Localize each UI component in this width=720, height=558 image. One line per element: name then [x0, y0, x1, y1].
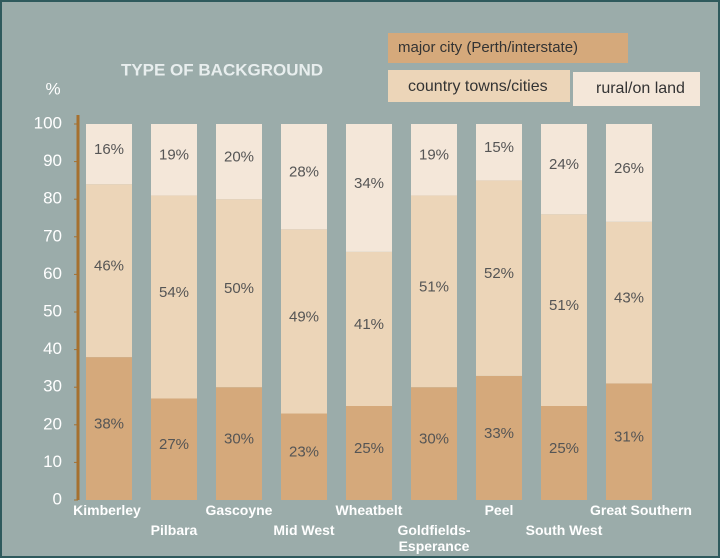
bar-segment — [281, 229, 327, 414]
bar-segment — [151, 124, 197, 196]
data-label: 25% — [549, 440, 579, 457]
legend-swatch — [388, 70, 570, 102]
x-tick-label: Peel — [484, 502, 514, 518]
data-label: 41% — [354, 316, 384, 333]
bar-segment — [216, 199, 262, 388]
y-tick-label: 10 — [43, 452, 62, 471]
bar-segment — [476, 124, 522, 181]
data-label: 19% — [419, 147, 449, 164]
bar-segment — [476, 180, 522, 376]
data-label: 34% — [354, 175, 384, 192]
data-label: 43% — [614, 290, 644, 307]
y-tick-label: 30 — [43, 377, 62, 396]
y-tick-label: 100 — [34, 113, 62, 132]
data-label: 28% — [289, 164, 319, 181]
data-label: 15% — [484, 139, 514, 156]
y-tick-label: 70 — [43, 226, 62, 245]
legend-swatch — [388, 33, 628, 63]
data-label: 30% — [224, 431, 254, 448]
data-label: 23% — [289, 444, 319, 461]
data-label: 20% — [224, 149, 254, 166]
y-tick-label: 80 — [43, 189, 62, 208]
bar-segment — [281, 124, 327, 230]
bar-segment — [541, 214, 587, 406]
x-tick-label: Kimberley — [73, 502, 141, 518]
bar-segment — [151, 398, 197, 500]
data-label: 46% — [94, 258, 124, 275]
bar-segment — [216, 387, 262, 500]
data-label: 16% — [94, 141, 124, 158]
data-label: 24% — [549, 156, 579, 173]
bar-segment — [411, 387, 457, 500]
data-label: 33% — [484, 425, 514, 442]
x-tick-label: Great Southern — [590, 502, 692, 518]
data-label: 38% — [94, 416, 124, 433]
data-label: 30% — [419, 431, 449, 448]
y-tick-label: 90 — [43, 151, 62, 170]
y-axis-label: % — [45, 79, 60, 98]
bar-segment — [151, 195, 197, 399]
bar-segment — [86, 357, 132, 500]
x-tick-label: South West — [525, 522, 603, 538]
data-label: 26% — [614, 160, 644, 177]
x-tick-label: Goldfields- Esperance — [397, 522, 471, 554]
data-label: 25% — [354, 440, 384, 457]
bar-segment — [86, 184, 132, 358]
data-label: 50% — [224, 280, 254, 297]
bar-segment — [346, 124, 392, 252]
data-label: 49% — [289, 308, 319, 325]
bar-segment — [281, 413, 327, 500]
x-tick-label: Wheatbelt — [335, 502, 403, 518]
x-tick-label: Pilbara — [150, 522, 198, 538]
y-tick-label: 0 — [53, 489, 62, 508]
bar-segment — [541, 124, 587, 215]
data-label: 52% — [484, 265, 514, 282]
data-label: 27% — [159, 436, 189, 453]
y-tick-label: 20 — [43, 414, 62, 433]
data-label: 51% — [419, 278, 449, 295]
data-label: 19% — [159, 147, 189, 164]
bar-segment — [606, 124, 652, 222]
bar-segment — [411, 124, 457, 196]
bar-segment — [476, 375, 522, 500]
x-tick-label: Gascoyne — [205, 502, 273, 518]
bar-segment — [606, 383, 652, 500]
bar-segment — [541, 406, 587, 500]
data-label: 51% — [549, 297, 579, 314]
bar-segment — [346, 251, 392, 406]
bar-segment — [86, 124, 132, 185]
bar-segment — [606, 221, 652, 384]
y-tick-label: 50 — [43, 301, 62, 320]
y-tick-label: 60 — [43, 264, 62, 283]
legend-swatch — [573, 72, 700, 106]
bar-segment — [411, 195, 457, 388]
legend-label: country towns/cities — [408, 78, 548, 95]
bar-segment — [216, 124, 262, 200]
data-label: 54% — [159, 284, 189, 301]
data-label: 31% — [614, 429, 644, 446]
x-tick-label: Mid West — [273, 522, 335, 538]
y-tick-label: 40 — [43, 339, 62, 358]
bar-segment — [346, 406, 392, 500]
legend-label: rural/on land — [596, 80, 685, 97]
legend-label: major city (Perth/interstate) — [398, 39, 578, 56]
chart-title: TYPE OF BACKGROUND — [121, 60, 323, 79]
